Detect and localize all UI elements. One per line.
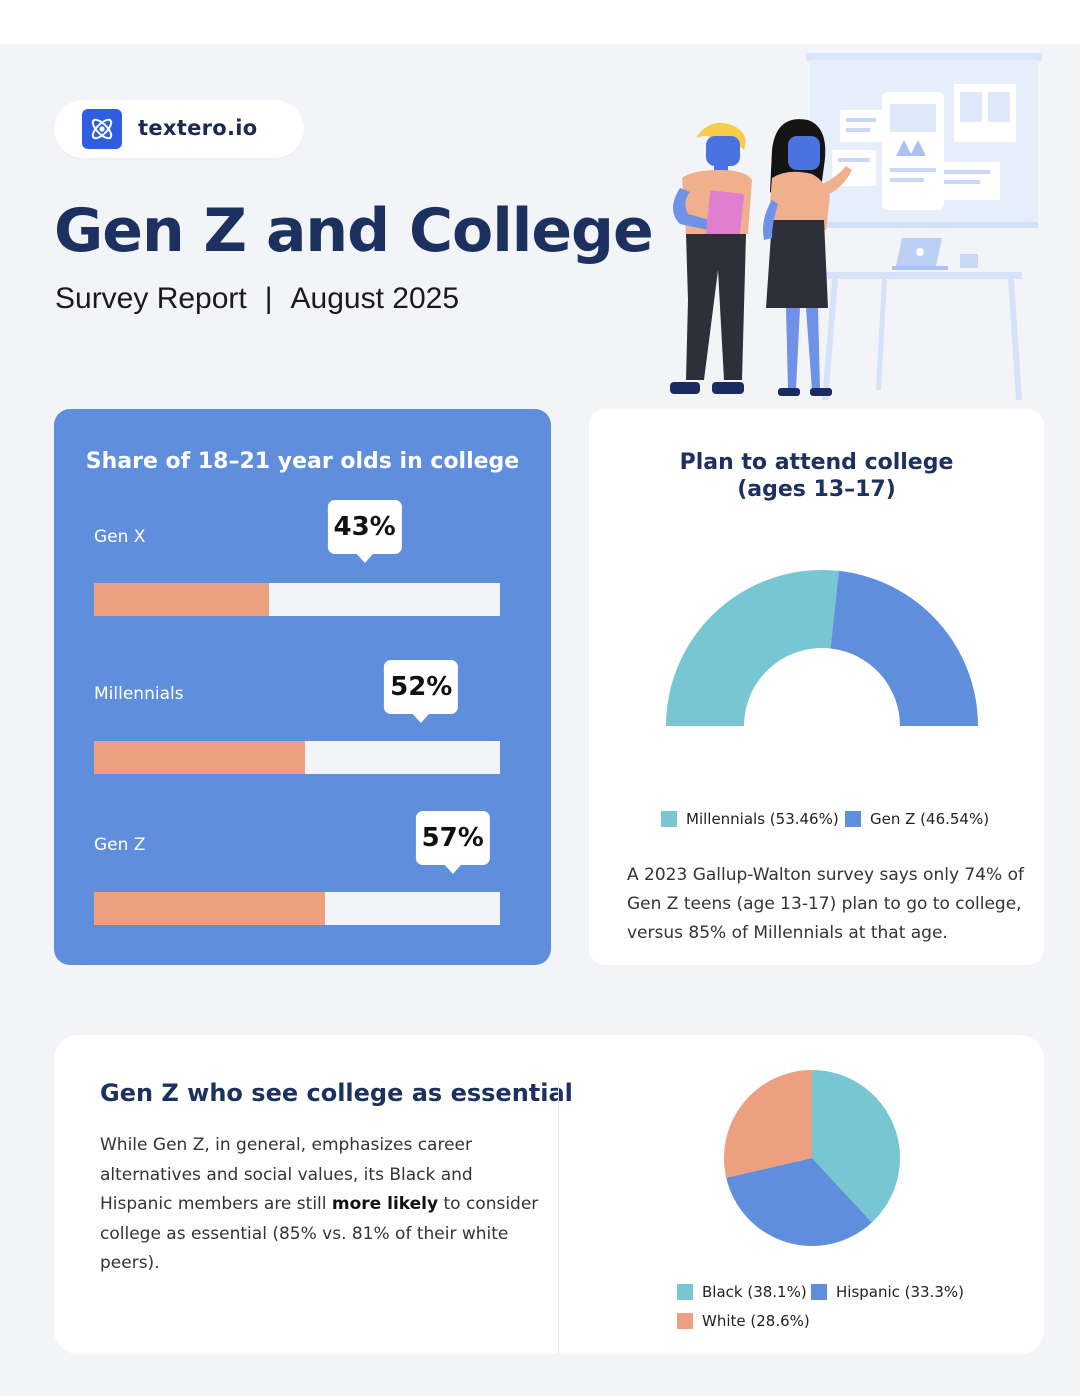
legend-item-black: Black (38.1%) <box>677 1283 807 1301</box>
legend-label-black: Black (38.1%) <box>702 1283 807 1301</box>
brand-name: textero.io <box>138 116 258 140</box>
bar-gen-z <box>94 892 326 925</box>
legend-item-white: White (28.6%) <box>677 1312 810 1330</box>
donut-title-line2: (ages 13–17) <box>737 477 896 502</box>
legend-item-millennials: Millennials (53.46%) <box>661 810 839 828</box>
bar-gen-x <box>94 583 269 616</box>
legend-swatch-white <box>677 1313 693 1329</box>
top-strip <box>0 0 1080 44</box>
college-share-bar-chart: Share of 18–21 year olds in college Gen … <box>54 409 551 965</box>
essential-section-title: Gen Z who see college as essential <box>100 1079 573 1107</box>
pie-slice-hispanic <box>726 1158 872 1246</box>
attend-college-donut-chart: Plan to attend college (ages 13–17) Mill… <box>589 409 1044 965</box>
ethnicity-pie-chart <box>723 1070 900 1246</box>
bar-label-gen-x: Gen X <box>94 527 146 547</box>
donut-chart-svg <box>666 570 978 726</box>
legend-swatch-millennials <box>661 811 677 827</box>
legend-label-millennials: Millennials (53.46%) <box>686 810 839 828</box>
legend-swatch-hispanic <box>811 1284 827 1300</box>
legend-swatch-gen-z <box>845 811 861 827</box>
bar-value-gen-x: 43% <box>327 500 402 563</box>
page-title: Gen Z and College <box>54 196 654 266</box>
pie-slice-white <box>723 1070 812 1178</box>
bar-value-millennials: 52% <box>384 660 459 723</box>
bar-millennials <box>94 741 306 774</box>
bar-label-millennials: Millennials <box>94 684 184 704</box>
bar-value-gen-z: 57% <box>415 811 490 874</box>
legend-item-hispanic: Hispanic (33.3%) <box>811 1283 964 1301</box>
subtitle-date: August 2025 <box>290 282 460 315</box>
essential-section-text: While Gen Z, in general, emphasizes care… <box>100 1131 540 1279</box>
essential-college-section: Gen Z who see college as essential While… <box>54 1035 1044 1354</box>
bar-chart-title: Share of 18–21 year olds in college <box>85 449 520 474</box>
atom-icon <box>82 109 122 149</box>
two-people-presentation-illustration <box>660 50 1045 405</box>
bar-track-gen-z <box>94 892 500 925</box>
section-divider <box>558 1081 559 1354</box>
legend-label-hispanic: Hispanic (33.3%) <box>836 1283 965 1301</box>
legend-label-white: White (28.6%) <box>702 1312 810 1330</box>
legend-item-gen-z: Gen Z (46.54%) <box>845 810 989 828</box>
essential-text-after: to consider college as essential (85% vs… <box>100 1194 539 1273</box>
bar-track-millennials <box>94 741 500 774</box>
essential-text-bold: more likely <box>331 1194 439 1214</box>
pie-slice-black <box>812 1070 900 1223</box>
donut-title-line1: Plan to attend college <box>679 450 954 475</box>
subtitle-separator: | <box>264 282 273 315</box>
donut-segment-millennials <box>666 570 839 726</box>
donut-description: A 2023 Gallup-Walton survey says only 74… <box>627 865 1024 943</box>
legend-label-gen-z: Gen Z (46.54%) <box>870 810 990 828</box>
essential-text-before: While Gen Z, in general, emphasizes care… <box>100 1135 473 1214</box>
brand-logo[interactable]: textero.io <box>54 100 304 158</box>
bar-track-gen-x <box>94 583 500 616</box>
page-subtitle: Survey Report | August 2025 <box>55 282 459 316</box>
donut-chart-title: Plan to attend college (ages 13–17) <box>589 449 1044 503</box>
bar-label-gen-z: Gen Z <box>94 835 146 855</box>
subtitle-report: Survey Report <box>55 282 247 315</box>
donut-segment-gen-z <box>830 570 978 726</box>
legend-swatch-black <box>677 1284 693 1300</box>
